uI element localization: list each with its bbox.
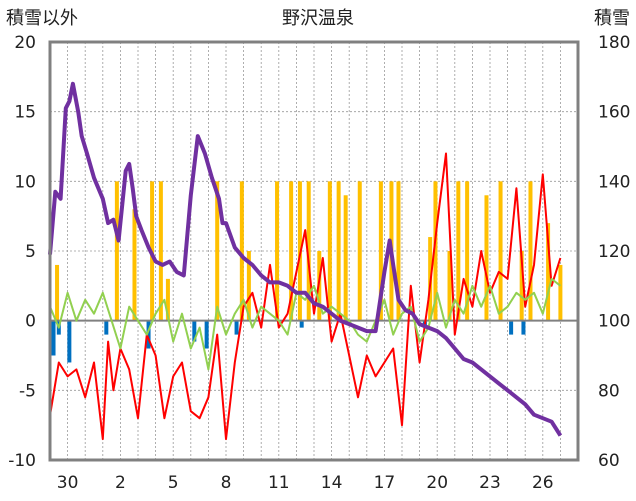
snowfall-bar (114, 181, 119, 321)
snowfall-bar (275, 181, 280, 321)
x-tick-label: 30 (57, 473, 79, 493)
snowfall-bar (447, 251, 452, 321)
right-tick-label: 160 (598, 103, 630, 123)
snowfall-bar (519, 251, 524, 321)
right-tick-label: 180 (598, 33, 630, 53)
negative_bars-bar (509, 320, 514, 335)
left-tick-label: 10 (14, 172, 36, 192)
left-tick-label: 15 (14, 103, 36, 123)
left-tick-label: 20 (14, 33, 36, 53)
chart-title: 野沢温泉 (282, 8, 354, 29)
right-axis-label: 積雪 (594, 8, 630, 29)
negative_bars-bar (146, 320, 151, 349)
line-series (48, 81, 563, 441)
x-tick-label: 17 (374, 473, 396, 493)
snowfall-bar (336, 181, 341, 321)
bar-series (51, 181, 563, 363)
snowfall-bar (289, 181, 294, 321)
snowfall-bar (546, 223, 551, 321)
negative_bars-bar (67, 320, 72, 363)
right-tick-label: 120 (598, 242, 630, 262)
left-tick-label: -5 (19, 381, 36, 401)
negative_bars-bar (192, 320, 197, 342)
right-tick-label: 140 (598, 172, 630, 192)
temp_anomaly-line (49, 277, 562, 371)
right-tick-label: 100 (598, 312, 630, 332)
snowfall-bar (456, 181, 461, 321)
plot-frame (48, 40, 580, 462)
snowfall-bar (433, 181, 438, 321)
snowfall-bar (558, 264, 563, 321)
snowfall-bar (498, 181, 503, 321)
negative_bars-bar (204, 320, 209, 349)
negative_bars-bar (234, 320, 239, 335)
right-axis-ticks: 180 160 140 120 100 80 60 (598, 33, 630, 471)
left-axis-ticks: 20 15 10 5 0 -5 -10 (8, 33, 36, 471)
x-tick-label: 5 (168, 473, 179, 493)
snowfall-bar (378, 181, 383, 321)
negative_bars-bar (299, 320, 304, 328)
snowfall-bar (246, 251, 251, 321)
snowfall-bar (55, 264, 60, 321)
x-tick-label: 14 (321, 473, 343, 493)
snowfall-bar (357, 181, 362, 321)
x-tick-label: 2 (115, 473, 126, 493)
left-axis-label: 積雪以外 (6, 8, 78, 29)
snowfall-bar (484, 195, 489, 321)
snowfall-bar (465, 181, 470, 321)
x-tick-label: 26 (532, 473, 554, 493)
snowfall-bar (327, 181, 332, 321)
left-tick-label: 0 (25, 312, 36, 332)
left-tick-label: 5 (25, 242, 36, 262)
snowfall-bar (215, 181, 220, 321)
negative_bars-bar (51, 320, 56, 356)
right-tick-label: 60 (598, 451, 620, 471)
negative_bars-bar (104, 320, 109, 335)
snowfall-bar (396, 181, 401, 321)
snowfall-bar (343, 195, 348, 321)
snowfall-bar (165, 278, 170, 321)
snowfall-bar (306, 181, 311, 321)
snowfall-bar (158, 181, 163, 321)
snow_depth-line (48, 81, 563, 437)
snowfall-bar (528, 181, 533, 321)
right-tick-label: 80 (598, 381, 620, 401)
temperature-line (49, 152, 562, 441)
snowfall-bar (239, 181, 244, 321)
left-tick-label: -10 (8, 451, 36, 471)
x-axis-ticks: 30 2 5 8 11 14 17 20 23 26 (57, 473, 554, 493)
x-tick-label: 11 (268, 473, 290, 493)
x-tick-label: 20 (426, 473, 448, 493)
x-tick-label: 23 (479, 473, 501, 493)
snowfall-bar (132, 209, 137, 321)
x-tick-label: 8 (221, 473, 232, 493)
negative_bars-bar (521, 320, 526, 335)
